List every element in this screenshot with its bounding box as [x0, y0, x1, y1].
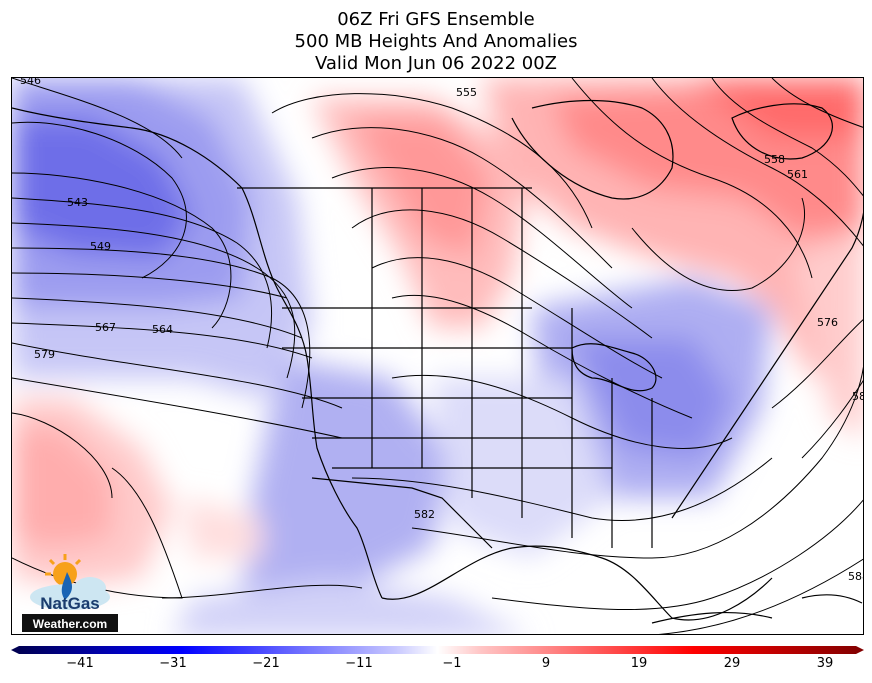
flame-icon	[61, 572, 73, 600]
contour-label: 564	[152, 323, 173, 336]
contour-label: 567	[95, 321, 116, 334]
colorbar-tick-label: −1	[442, 656, 462, 671]
map-title-line-3: Valid Mon Jun 06 2022 00Z	[314, 53, 557, 74]
colorbar-tick-label: 29	[723, 656, 741, 671]
natgas-weather-logo: NatGas Weather.com	[20, 552, 120, 634]
colorbar-tick-label: −11	[345, 656, 373, 671]
cloud-icon	[30, 577, 110, 610]
colorbar-tick-label: −21	[252, 656, 280, 671]
map-canvas: 546 543 549 567 564 579 555 558 561 576 …	[12, 78, 864, 634]
logo-text-weather: Weather.com	[33, 617, 107, 631]
contour-label: 555	[456, 86, 477, 99]
colorbar-tick-label: 19	[630, 656, 648, 671]
sun-icon	[45, 554, 82, 586]
anomaly-map[interactable]: 546 543 549 567 564 579 555 558 561 576 …	[11, 77, 864, 635]
contour-label: 549	[90, 240, 111, 253]
contour-labels: 546 543 549 567 564 579 555 558 561 576 …	[20, 78, 864, 583]
colorbar-tick-label: 9	[541, 656, 551, 671]
contour-label: 579	[34, 348, 55, 361]
contour-label: 576	[817, 316, 838, 329]
contour-label: 585	[852, 390, 864, 403]
map-title-line-2: 500 MB Heights And Anomalies	[294, 31, 578, 52]
colorbar-tick-label: −41	[66, 656, 94, 671]
contour-label: 561	[787, 168, 808, 181]
colorbar	[11, 639, 864, 654]
contour-label: 558	[764, 153, 785, 166]
contour-label: 588	[848, 570, 864, 583]
colorbar-tick-label: −31	[159, 656, 187, 671]
logo-text-natgas: NatGas	[40, 594, 100, 613]
contour-label: 543	[67, 196, 88, 209]
coastlines-and-borders	[12, 99, 863, 624]
contour-label: 582	[414, 508, 435, 521]
contour-label: 546	[20, 78, 41, 87]
colorbar-tick-label: 39	[816, 656, 834, 671]
map-title-line-1: 06Z Fri GFS Ensemble	[337, 9, 535, 30]
